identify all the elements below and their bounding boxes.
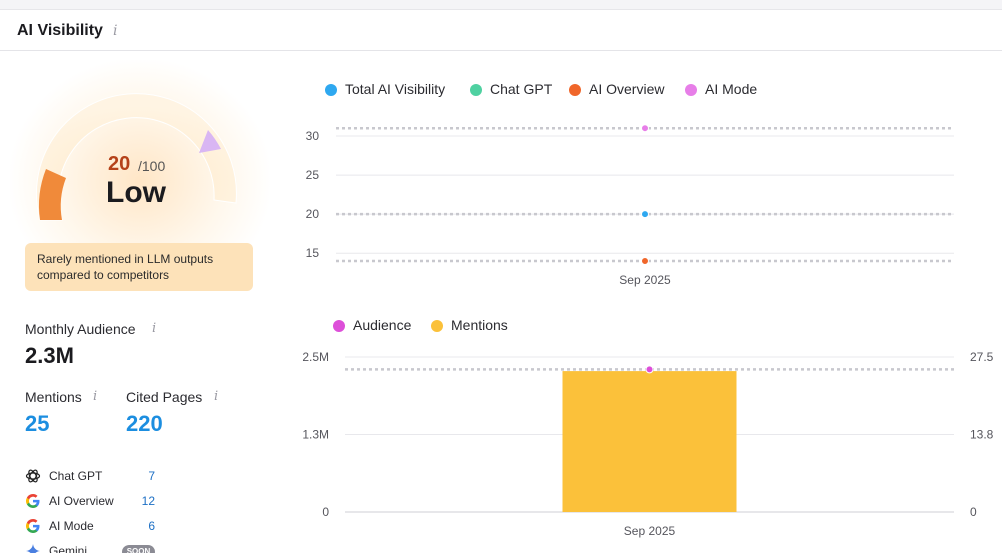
visibility-gauge xyxy=(35,93,237,221)
monthly-audience-label: Monthly Audience xyxy=(25,321,136,337)
y-tick-label: 20 xyxy=(306,207,320,221)
legend-label: AI Mode xyxy=(705,81,758,97)
source-name: Gemini xyxy=(49,544,88,553)
legend-label: AI Overview xyxy=(589,81,665,97)
y-tick-label: 15 xyxy=(306,246,320,260)
legend-dot xyxy=(431,320,443,332)
widget-title: AI Visibility xyxy=(17,22,103,39)
score-value: 20 xyxy=(108,153,131,175)
legend-label: Audience xyxy=(353,317,412,333)
info-icon[interactable]: i xyxy=(214,389,219,404)
gauge-track xyxy=(35,93,237,221)
visibility-chart: 30 25 20 15 Sep 2025 xyxy=(306,124,954,287)
mentions-label: Mentions xyxy=(25,389,82,405)
source-row-gemini: Gemini xyxy=(25,542,165,553)
mentions-bar xyxy=(562,371,737,512)
audience-mentions-chart: 2.5M 27.5 1.3M 13.8 0 0 Sep 2025 xyxy=(302,350,994,538)
chatgpt-icon xyxy=(25,469,41,483)
source-name: AI Overview xyxy=(49,494,114,508)
legend-dot xyxy=(333,320,345,332)
gauge-marker xyxy=(199,130,221,153)
data-point xyxy=(641,124,649,133)
left-axis-tick: 2.5M xyxy=(302,350,329,364)
data-point xyxy=(641,257,649,265)
legend-label: Mentions xyxy=(451,317,508,333)
y-tick-label: 30 xyxy=(306,129,320,143)
legend-label: Chat GPT xyxy=(490,81,553,97)
visibility-level: Low xyxy=(106,176,166,209)
google-icon xyxy=(26,494,40,508)
monthly-audience-value: 2.3M xyxy=(25,343,74,368)
top-band xyxy=(0,0,1002,10)
data-point xyxy=(641,210,649,219)
source-count[interactable]: 12 xyxy=(141,494,155,508)
gemini-icon xyxy=(26,544,40,553)
legend-dot xyxy=(470,84,482,96)
google-icon xyxy=(26,519,40,533)
source-row-chatgpt[interactable]: Chat GPT 7 xyxy=(25,467,165,485)
legend-dot xyxy=(325,84,337,96)
score-max: /100 xyxy=(138,158,166,174)
info-icon[interactable]: i xyxy=(152,321,157,336)
source-name: AI Mode xyxy=(49,519,94,533)
mentions-value[interactable]: 25 xyxy=(25,411,50,436)
cited-pages-label: Cited Pages xyxy=(126,389,203,405)
x-tick-label: Sep 2025 xyxy=(624,524,676,538)
audience-point xyxy=(645,365,654,374)
widget-header: AI Visibility i xyxy=(0,10,1002,51)
soon-badge: SOON xyxy=(122,545,155,553)
right-axis-tick: 27.5 xyxy=(970,350,994,364)
visibility-legend: Total AI Visibility Chat GPT AI Overview… xyxy=(325,81,775,99)
audience-legend: Audience Mentions xyxy=(333,317,553,335)
legend-dot xyxy=(569,84,581,96)
legend-label: Total AI Visibility xyxy=(345,81,446,97)
legend-dot xyxy=(685,84,697,96)
x-tick-label: Sep 2025 xyxy=(619,273,671,287)
cited-pages-value[interactable]: 220 xyxy=(126,411,163,436)
gauge-note: Rarely mentioned in LLM outputs compared… xyxy=(25,243,253,291)
right-axis-tick: 0 xyxy=(970,505,977,519)
info-icon[interactable]: i xyxy=(113,23,118,39)
left-axis-tick: 1.3M xyxy=(302,428,329,442)
gauge-value-arc xyxy=(38,169,66,220)
right-axis-tick: 13.8 xyxy=(970,428,994,442)
source-name: Chat GPT xyxy=(49,469,103,483)
source-count[interactable]: 6 xyxy=(148,519,155,533)
y-tick-label: 25 xyxy=(306,168,320,182)
source-count[interactable]: 7 xyxy=(148,469,155,483)
info-icon[interactable]: i xyxy=(93,389,98,404)
source-row-ai-overview[interactable]: AI Overview 12 xyxy=(25,492,165,510)
left-axis-tick: 0 xyxy=(322,505,329,519)
source-row-ai-mode[interactable]: AI Mode 6 xyxy=(25,517,165,535)
